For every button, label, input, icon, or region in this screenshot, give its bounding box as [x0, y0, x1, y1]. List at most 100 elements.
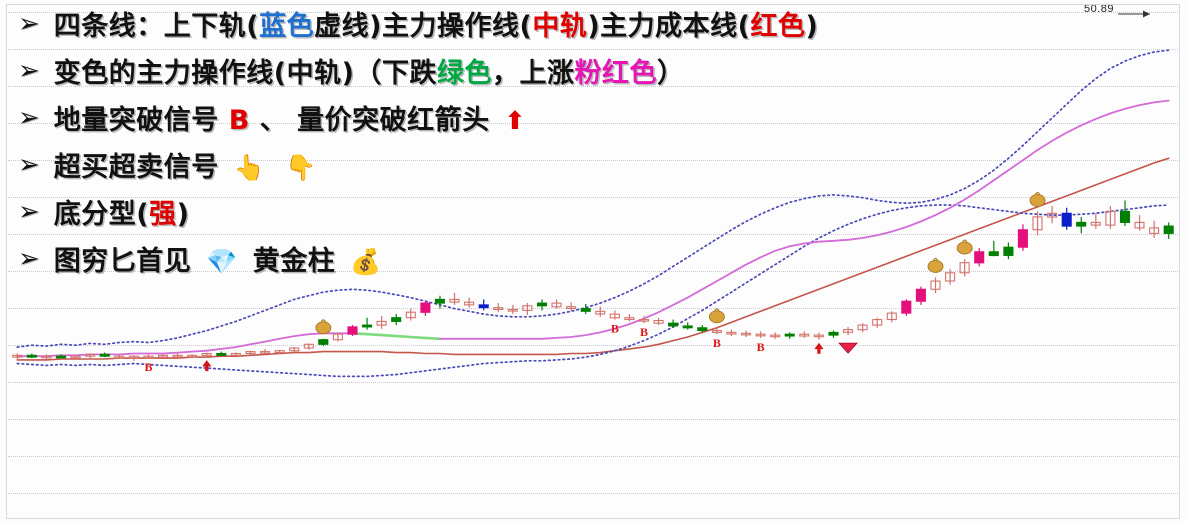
candle — [872, 317, 883, 328]
candle — [157, 354, 169, 359]
mid-line-rising — [439, 99, 1170, 340]
row-breakout-signal: ➢ 地量突破信号 B 、 量价突破红箭头 ⬆ — [0, 94, 840, 141]
text-segment: 变色的主力操作线(中轨)（下跌 — [53, 58, 437, 89]
candle-body — [1134, 221, 1145, 229]
candle — [1163, 222, 1174, 239]
candle-body — [12, 354, 23, 358]
text-segment: ，上涨 — [491, 58, 575, 89]
candle — [449, 292, 460, 305]
candle-body — [230, 352, 241, 356]
candle — [420, 301, 431, 316]
candle-body — [799, 333, 810, 337]
candle — [988, 240, 999, 257]
text-segment: 、 量价突破红箭头 — [249, 105, 500, 136]
candle-body — [886, 312, 897, 321]
red-gem-marker — [838, 342, 858, 354]
candle — [711, 327, 722, 335]
candle — [1119, 200, 1131, 227]
text-segment: ) — [805, 11, 819, 42]
candle — [245, 350, 256, 356]
candle-body — [128, 355, 139, 359]
candle — [1061, 207, 1072, 230]
grid-line — [8, 493, 1178, 494]
candle-body — [478, 304, 489, 309]
candle — [770, 332, 781, 339]
candle-body — [1119, 210, 1131, 223]
grid-line — [8, 197, 1178, 198]
candle — [886, 311, 897, 323]
candle-body — [259, 351, 271, 354]
candle — [332, 332, 343, 342]
candle-body — [1105, 210, 1116, 226]
candle-body — [1032, 216, 1043, 231]
candle — [945, 269, 956, 285]
candle — [799, 331, 810, 338]
mid-line-falling — [351, 332, 442, 341]
candle — [915, 286, 926, 305]
grid-line — [8, 456, 1178, 457]
text-segment: B — [228, 105, 250, 136]
moneybag-marker — [956, 239, 973, 255]
candle — [507, 304, 518, 315]
candle — [303, 343, 314, 350]
grid-line — [8, 419, 1178, 420]
candle-body — [872, 319, 883, 326]
candle-body — [434, 298, 445, 304]
candle-body — [930, 280, 941, 290]
candle-body — [988, 251, 999, 257]
candle — [405, 308, 416, 321]
annotation-notes: ➢ 四条线：上下轨(蓝色虚线)主力操作线(中轨)主力成本线(红色) ➢ 变色的主力操作… — [0, 0, 840, 282]
note-text: 底分型(强) — [54, 192, 190, 231]
candle-body — [347, 326, 358, 335]
emoji-icon: 👇 — [285, 153, 317, 182]
candle — [493, 303, 504, 313]
candle-body — [915, 288, 926, 302]
note-text: 超买超卖信号 👆 👇 — [54, 145, 322, 184]
candle — [55, 354, 67, 359]
candle-body — [945, 272, 956, 282]
candle-body — [1076, 221, 1087, 227]
upper-band-line — [16, 49, 1170, 348]
grid-line — [8, 12, 1178, 13]
candle-body — [201, 352, 212, 356]
candle-body — [274, 350, 285, 354]
candle — [1105, 205, 1116, 229]
candle — [842, 326, 854, 336]
emoji-icon: 💎 — [206, 247, 238, 276]
candle-body — [857, 324, 868, 331]
candle — [128, 355, 139, 361]
candle-body — [1017, 229, 1028, 248]
candle-body — [1061, 212, 1072, 227]
grid-line — [8, 271, 1178, 272]
grid-line — [8, 345, 1178, 346]
candle — [41, 354, 52, 359]
text-segment: 黄金柱 — [242, 246, 346, 277]
candle — [1047, 205, 1058, 224]
candle — [391, 314, 402, 326]
text-segment: 底分型( — [53, 199, 150, 230]
candle — [289, 347, 300, 353]
text-segment: 超买超卖信号 — [53, 152, 229, 183]
candle — [70, 355, 81, 359]
grid-line — [8, 86, 1178, 87]
candle-body — [595, 310, 606, 315]
signal-b-marker: B — [611, 322, 619, 336]
grid-line — [8, 234, 1178, 235]
candle — [274, 349, 285, 355]
candle — [595, 306, 606, 317]
candle — [901, 299, 912, 316]
candle — [216, 351, 227, 357]
candle-body — [974, 251, 985, 264]
candle-body — [289, 347, 300, 352]
text-segment: 强 — [149, 199, 177, 230]
arrow-bullet-icon: ➢ — [18, 102, 40, 133]
candle — [201, 352, 212, 358]
row-bottom-pattern: ➢ 底分型(强) — [0, 188, 840, 235]
candle-body — [391, 317, 402, 322]
candle — [580, 303, 591, 315]
candle — [697, 325, 708, 333]
candle-body — [376, 320, 387, 326]
grid-line — [8, 308, 1178, 309]
candle — [857, 323, 868, 333]
